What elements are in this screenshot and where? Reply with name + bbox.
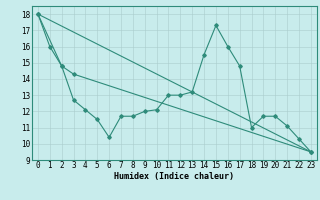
X-axis label: Humidex (Indice chaleur): Humidex (Indice chaleur) (115, 172, 234, 181)
